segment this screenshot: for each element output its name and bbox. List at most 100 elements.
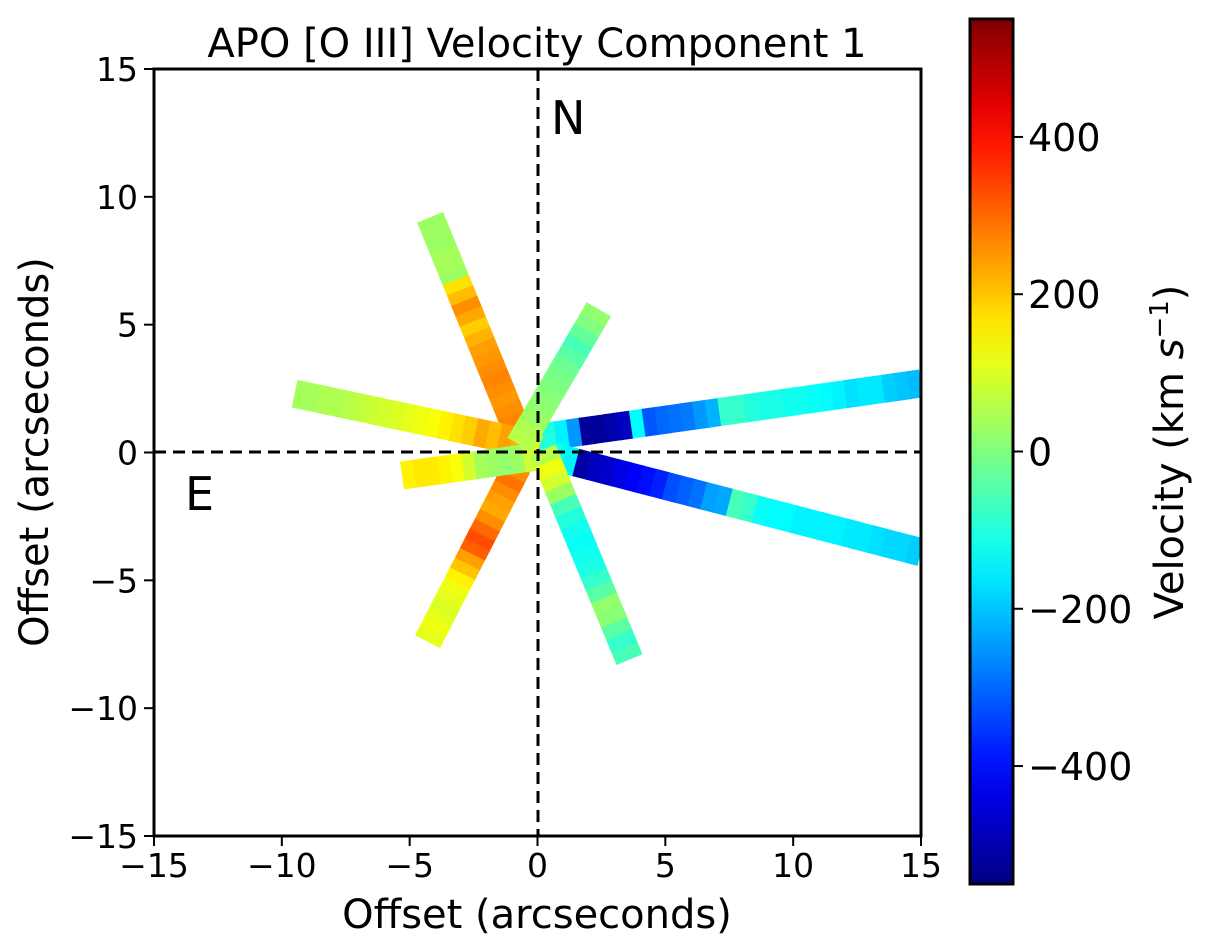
slit-cell [560, 518, 592, 543]
slit-cell [830, 380, 849, 410]
slit-cell [472, 347, 504, 370]
slit-cell [439, 576, 470, 601]
slit-cell [474, 508, 505, 533]
slit-cell [494, 470, 525, 494]
slit-cell [641, 406, 660, 437]
slit-cell [539, 469, 572, 494]
slit-cell [485, 379, 516, 402]
y-tick-label: 15 [96, 50, 138, 89]
colorbar-tick-label: 400 [1028, 116, 1101, 160]
slit-cell [519, 405, 551, 432]
slit-cell [568, 322, 600, 348]
x-tick-label: 10 [772, 846, 814, 885]
slit-cell [438, 264, 470, 287]
slit-cell [881, 372, 900, 403]
slit-cell [893, 371, 912, 401]
slit-cell [767, 389, 786, 419]
slit-slit-8 [529, 444, 643, 665]
slit-cell [449, 557, 480, 581]
slit-cell [580, 302, 611, 327]
slit-cell [606, 629, 638, 654]
slit-cell [469, 518, 500, 543]
colorbar-tick-label: −400 [1028, 745, 1132, 789]
slit-cell [679, 401, 698, 432]
x-tick-label: 0 [527, 846, 548, 885]
slit-cell [429, 596, 461, 620]
slit-cell [484, 489, 515, 513]
slit-cell [421, 222, 453, 245]
slit-cell [425, 232, 457, 255]
slit-cell [436, 454, 454, 485]
slit-cell [459, 538, 490, 562]
slit-cell [742, 392, 761, 423]
colorbar-tick-label: −200 [1028, 588, 1132, 632]
slit-cell [855, 376, 875, 407]
slit-cell [555, 506, 587, 531]
slit-slit-4 [540, 369, 921, 452]
slit-cell [565, 417, 584, 448]
slit-cell [400, 459, 417, 490]
slit-cell [616, 410, 635, 441]
slit-cell [544, 481, 577, 506]
slit-cell [497, 446, 514, 476]
colorbar-ticks: −400 −200 0 200 400 [1013, 116, 1132, 789]
x-tick-label: 15 [900, 846, 942, 885]
slit-cell [534, 456, 567, 481]
slit-cell [481, 368, 512, 391]
slit-cell [434, 586, 466, 611]
slit-cell [603, 412, 622, 443]
y-axis-ticks: −15 −10 −5 0 5 10 15 [68, 50, 154, 856]
slit-cell [419, 615, 451, 640]
slit-cell [578, 415, 597, 446]
slit-cell [479, 499, 510, 523]
slit-cell [570, 543, 602, 568]
slit-cell [574, 312, 606, 338]
north-label: N [551, 91, 585, 145]
slit-cell [485, 447, 502, 478]
slit-cell [666, 403, 685, 434]
slit-cell [805, 383, 824, 414]
slit-cell [904, 535, 921, 566]
slit-cell [596, 604, 628, 629]
slit-cell [590, 592, 623, 617]
slit-cell [455, 305, 487, 328]
y-tick-label: 10 [96, 178, 138, 217]
east-label: E [185, 467, 214, 521]
slit-cell [704, 397, 723, 428]
slit-cell [868, 374, 887, 405]
x-tick-label: 5 [655, 846, 676, 885]
y-axis-label: Offset (arcseconds) [12, 257, 58, 647]
slit-cell [507, 426, 539, 452]
slit-cell [417, 211, 448, 235]
slit-cell [412, 458, 429, 488]
slit-cell [580, 567, 613, 592]
slit-cell [489, 479, 520, 504]
slit-cell [424, 456, 441, 487]
colorbar-label: Velocity (km s−1) [1145, 285, 1193, 620]
colorbar-tick-label: 200 [1028, 273, 1101, 317]
slit-cell [755, 390, 774, 421]
x-axis-ticks: −15 −10 −5 0 5 10 15 [119, 836, 942, 885]
slit-cell [729, 394, 748, 425]
slit-cell [780, 387, 799, 418]
slit-cell [460, 451, 478, 481]
slit-cell [691, 399, 711, 430]
slit-cell [843, 378, 862, 409]
y-tick-label: 5 [117, 306, 138, 345]
slit-slit-6 [533, 438, 921, 566]
slit-cell [429, 243, 461, 266]
colorbar-tick-label: 0 [1028, 431, 1052, 475]
y-tick-label: −10 [68, 689, 138, 728]
slit-cell [575, 555, 608, 580]
slit-cell [415, 625, 446, 649]
slit-cell [591, 414, 610, 444]
slit-cell [565, 530, 597, 555]
slit-cell [424, 606, 456, 630]
slit-cell [448, 452, 466, 483]
slit-cell [468, 337, 499, 360]
slit-cell [489, 389, 521, 412]
slit-cell [553, 419, 572, 450]
y-tick-label: 0 [117, 434, 138, 473]
slit-cell [444, 567, 475, 591]
